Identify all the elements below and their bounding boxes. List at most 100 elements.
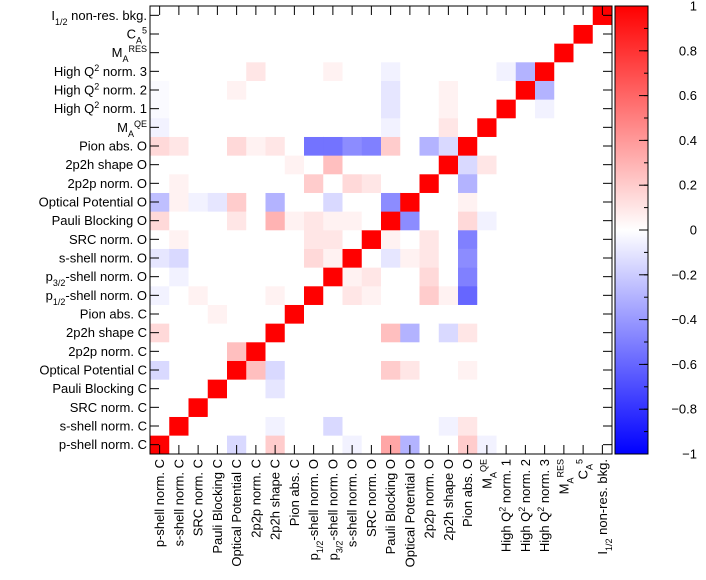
heatmap-cell-7-0 [284, 435, 305, 455]
heatmap-cell-21-1 [554, 416, 574, 436]
heatmap-cell-2-2 [188, 398, 209, 417]
heatmap-cell-12-20 [381, 62, 401, 81]
heatmap-cell-1-18 [169, 99, 189, 119]
heatmap-cell-18-5 [496, 342, 517, 361]
heatmap-cell-21-15 [554, 155, 574, 175]
heatmap-cell-1-10 [169, 248, 189, 268]
heatmap-cell-1-23 [169, 6, 189, 25]
heatmap-cell-6-5 [265, 342, 286, 361]
heatmap-cell-23-7 [592, 304, 613, 324]
heatmap-cell-9-20 [323, 62, 343, 81]
x-label-high-q2-norm-3: High Q2 norm. 3 [536, 459, 552, 552]
heatmap-cell-20-21 [535, 43, 555, 63]
heatmap-cell-16-4 [458, 360, 478, 380]
heatmap-cell-1-1 [169, 416, 189, 436]
heatmap-cell-23-0 [592, 435, 613, 455]
y-label-pion-abs-o: Pion abs. O [79, 139, 147, 154]
heatmap-cell-20-18 [535, 99, 555, 119]
heatmap-cell-23-3 [592, 379, 613, 399]
heatmap-cell-12-21 [381, 43, 401, 63]
heatmap-cell-10-10 [342, 248, 363, 268]
y-label-high-q2-norm-2: High Q2 norm. 2 [54, 82, 147, 98]
heatmap-cell-16-5 [458, 342, 478, 361]
heatmap-cell-11-18 [361, 99, 382, 119]
x-label-2p2p-norm-o: 2p2p norm. O [422, 459, 437, 539]
heatmap-cell-1-2 [169, 398, 189, 417]
heatmap-cell-15-10 [438, 248, 459, 268]
heatmap-cell-8-10 [304, 248, 324, 268]
heatmap-cell-9-0 [323, 435, 343, 455]
heatmap-cell-14-16 [419, 136, 440, 156]
heatmap-cell-16-17 [458, 118, 478, 137]
y-label-high-q2-norm-1: High Q2 norm. 1 [54, 100, 147, 116]
heatmap-cell-6-6 [265, 323, 286, 343]
heatmap-cell-5-1 [246, 416, 266, 436]
heatmap-cell-0-4 [150, 360, 170, 380]
heatmap-cell-21-0 [554, 435, 574, 455]
heatmap-cell-6-13 [265, 192, 286, 212]
heatmap-cell-2-0 [188, 435, 209, 455]
heatmap-cell-23-18 [592, 99, 613, 119]
colorbar-tick-label: 0.6 [679, 88, 697, 103]
heatmap-cell-16-22 [458, 24, 478, 44]
heatmap-cell-10-9 [342, 267, 363, 287]
heatmap-cell-21-21 [554, 43, 574, 63]
colorbar-tick-label: 0.4 [679, 133, 697, 148]
heatmap-cell-3-15 [207, 155, 228, 175]
heatmap-cell-17-2 [477, 398, 497, 417]
heatmap-cell-6-21 [265, 43, 286, 63]
heatmap-cell-8-20 [304, 62, 324, 81]
heatmap-cell-5-4 [246, 360, 266, 380]
heatmap-cell-17-22 [477, 24, 497, 44]
y-label-p3-2-shell-norm-o: p3/2-shell norm. O [46, 269, 147, 288]
heatmap-cell-2-19 [188, 80, 209, 100]
heatmap-cell-14-6 [419, 323, 440, 343]
heatmap-cell-6-20 [265, 62, 286, 81]
heatmap-cell-21-16 [554, 136, 574, 156]
heatmap-cell-15-5 [438, 342, 459, 361]
colorbar-tick-label: 0.8 [679, 43, 697, 58]
heatmap-cell-21-18 [554, 99, 574, 119]
heatmap-cell-18-19 [496, 80, 517, 100]
heatmap-cell-12-15 [381, 155, 401, 175]
heatmap-cell-5-19 [246, 80, 266, 100]
heatmap-cell-8-7 [304, 304, 324, 324]
heatmap-cell-11-9 [361, 267, 382, 287]
heatmap-cell-9-6 [323, 323, 343, 343]
heatmap-cell-10-11 [342, 230, 363, 249]
x-label-c-a-5: CA5 [575, 459, 595, 479]
heatmap-cell-12-14 [381, 174, 401, 193]
heatmap-cell-21-12 [554, 211, 574, 231]
heatmap-cell-8-11 [304, 230, 324, 249]
heatmap-cell-13-2 [400, 398, 420, 417]
heatmap-cell-6-1 [265, 416, 286, 436]
y-label-2p2p-norm-o: 2p2p norm. O [68, 176, 148, 191]
heatmap-cell-10-2 [342, 398, 363, 417]
heatmap-cell-9-22 [323, 24, 343, 44]
heatmap-cell-4-13 [227, 192, 247, 212]
heatmap-cell-6-18 [265, 99, 286, 119]
heatmap-cell-18-22 [496, 24, 517, 44]
heatmap-cell-10-22 [342, 24, 363, 44]
heatmap-cell-19-17 [515, 118, 536, 137]
heatmap-cell-16-11 [458, 230, 478, 249]
heatmap-cell-9-3 [323, 379, 343, 399]
heatmap-cell-13-10 [400, 248, 420, 268]
heatmap-cell-19-16 [515, 136, 536, 156]
heatmap-cell-1-17 [169, 118, 189, 137]
heatmap-cell-6-12 [265, 211, 286, 231]
heatmap-cell-8-0 [304, 435, 324, 455]
heatmap-cell-4-7 [227, 304, 247, 324]
heatmap-cell-15-18 [438, 99, 459, 119]
y-label-2p2h-shape-c: 2p2h shape C [66, 325, 147, 340]
heatmap-cell-7-17 [284, 118, 305, 137]
heatmap-cell-2-20 [188, 62, 209, 81]
heatmap-cell-22-7 [573, 304, 594, 324]
y-label-high-q2-norm-3: High Q2 norm. 3 [54, 63, 147, 79]
heatmap-cell-7-8 [284, 286, 305, 305]
heatmap-cell-23-2 [592, 398, 613, 417]
heatmap-cell-7-19 [284, 80, 305, 100]
heatmap-cell-2-16 [188, 136, 209, 156]
heatmap-cell-11-17 [361, 118, 382, 137]
heatmap-cell-10-21 [342, 43, 363, 63]
